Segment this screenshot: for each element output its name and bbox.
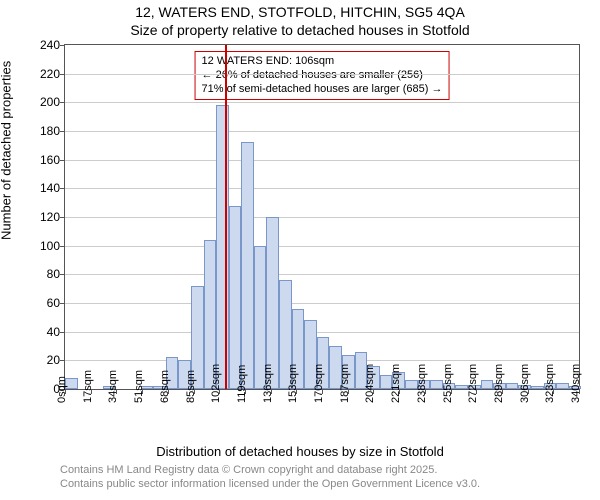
gridline: [65, 188, 579, 189]
annotation-box: 12 WATERS END: 106sqm ← 26% of detached …: [195, 51, 450, 100]
y-tick-label: 40: [30, 325, 60, 339]
y-tick-label: 20: [30, 353, 60, 367]
y-tick-label: 200: [30, 95, 60, 109]
gridline: [65, 102, 579, 103]
gridline: [65, 274, 579, 275]
y-tick: [60, 102, 65, 103]
gridline: [65, 332, 579, 333]
gridline: [65, 160, 579, 161]
gridline: [65, 131, 579, 132]
histogram-bar: [229, 206, 242, 389]
chart-container: 12, WATERS END, STOTFOLD, HITCHIN, SG5 4…: [0, 0, 600, 500]
y-tick: [60, 74, 65, 75]
y-tick-label: 60: [30, 296, 60, 310]
plot-area: 12 WATERS END: 106sqm ← 26% of detached …: [64, 44, 580, 390]
y-tick-label: 100: [30, 239, 60, 253]
y-tick: [60, 360, 65, 361]
gridline: [65, 74, 579, 75]
annotation-line2: ← 26% of detached houses are smaller (25…: [202, 69, 443, 83]
footer-line2: Contains public sector information licen…: [60, 478, 480, 490]
y-tick: [60, 160, 65, 161]
histogram-bar: [506, 383, 519, 389]
y-tick-label: 80: [30, 267, 60, 281]
y-tick-label: 140: [30, 181, 60, 195]
histogram-bar: [430, 380, 443, 389]
histogram-bar: [241, 142, 254, 389]
marker-line: [225, 45, 227, 389]
y-tick-label: 240: [30, 38, 60, 52]
y-tick: [60, 303, 65, 304]
y-tick-label: 160: [30, 153, 60, 167]
y-tick: [60, 274, 65, 275]
y-tick-label: 220: [30, 67, 60, 81]
histogram-bar: [556, 383, 569, 389]
y-axis-label: Number of detached properties: [0, 61, 14, 240]
y-tick: [60, 45, 65, 46]
y-tick: [60, 217, 65, 218]
y-tick: [60, 332, 65, 333]
gridline: [65, 303, 579, 304]
x-axis-label: Distribution of detached houses by size …: [0, 444, 600, 459]
footer-line1: Contains HM Land Registry data © Crown c…: [60, 464, 437, 476]
y-tick: [60, 131, 65, 132]
chart-title-line2: Size of property relative to detached ho…: [0, 22, 600, 38]
chart-title-line1: 12, WATERS END, STOTFOLD, HITCHIN, SG5 4…: [0, 4, 600, 20]
gridline: [65, 217, 579, 218]
histogram-bar: [531, 386, 544, 389]
y-tick: [60, 246, 65, 247]
annotation-line1: 12 WATERS END: 106sqm: [202, 55, 443, 69]
gridline: [65, 246, 579, 247]
y-tick-label: 180: [30, 124, 60, 138]
y-tick: [60, 188, 65, 189]
histogram-bar: [481, 380, 494, 389]
y-tick-label: 120: [30, 210, 60, 224]
annotation-line3: 71% of semi-detached houses are larger (…: [202, 83, 443, 97]
